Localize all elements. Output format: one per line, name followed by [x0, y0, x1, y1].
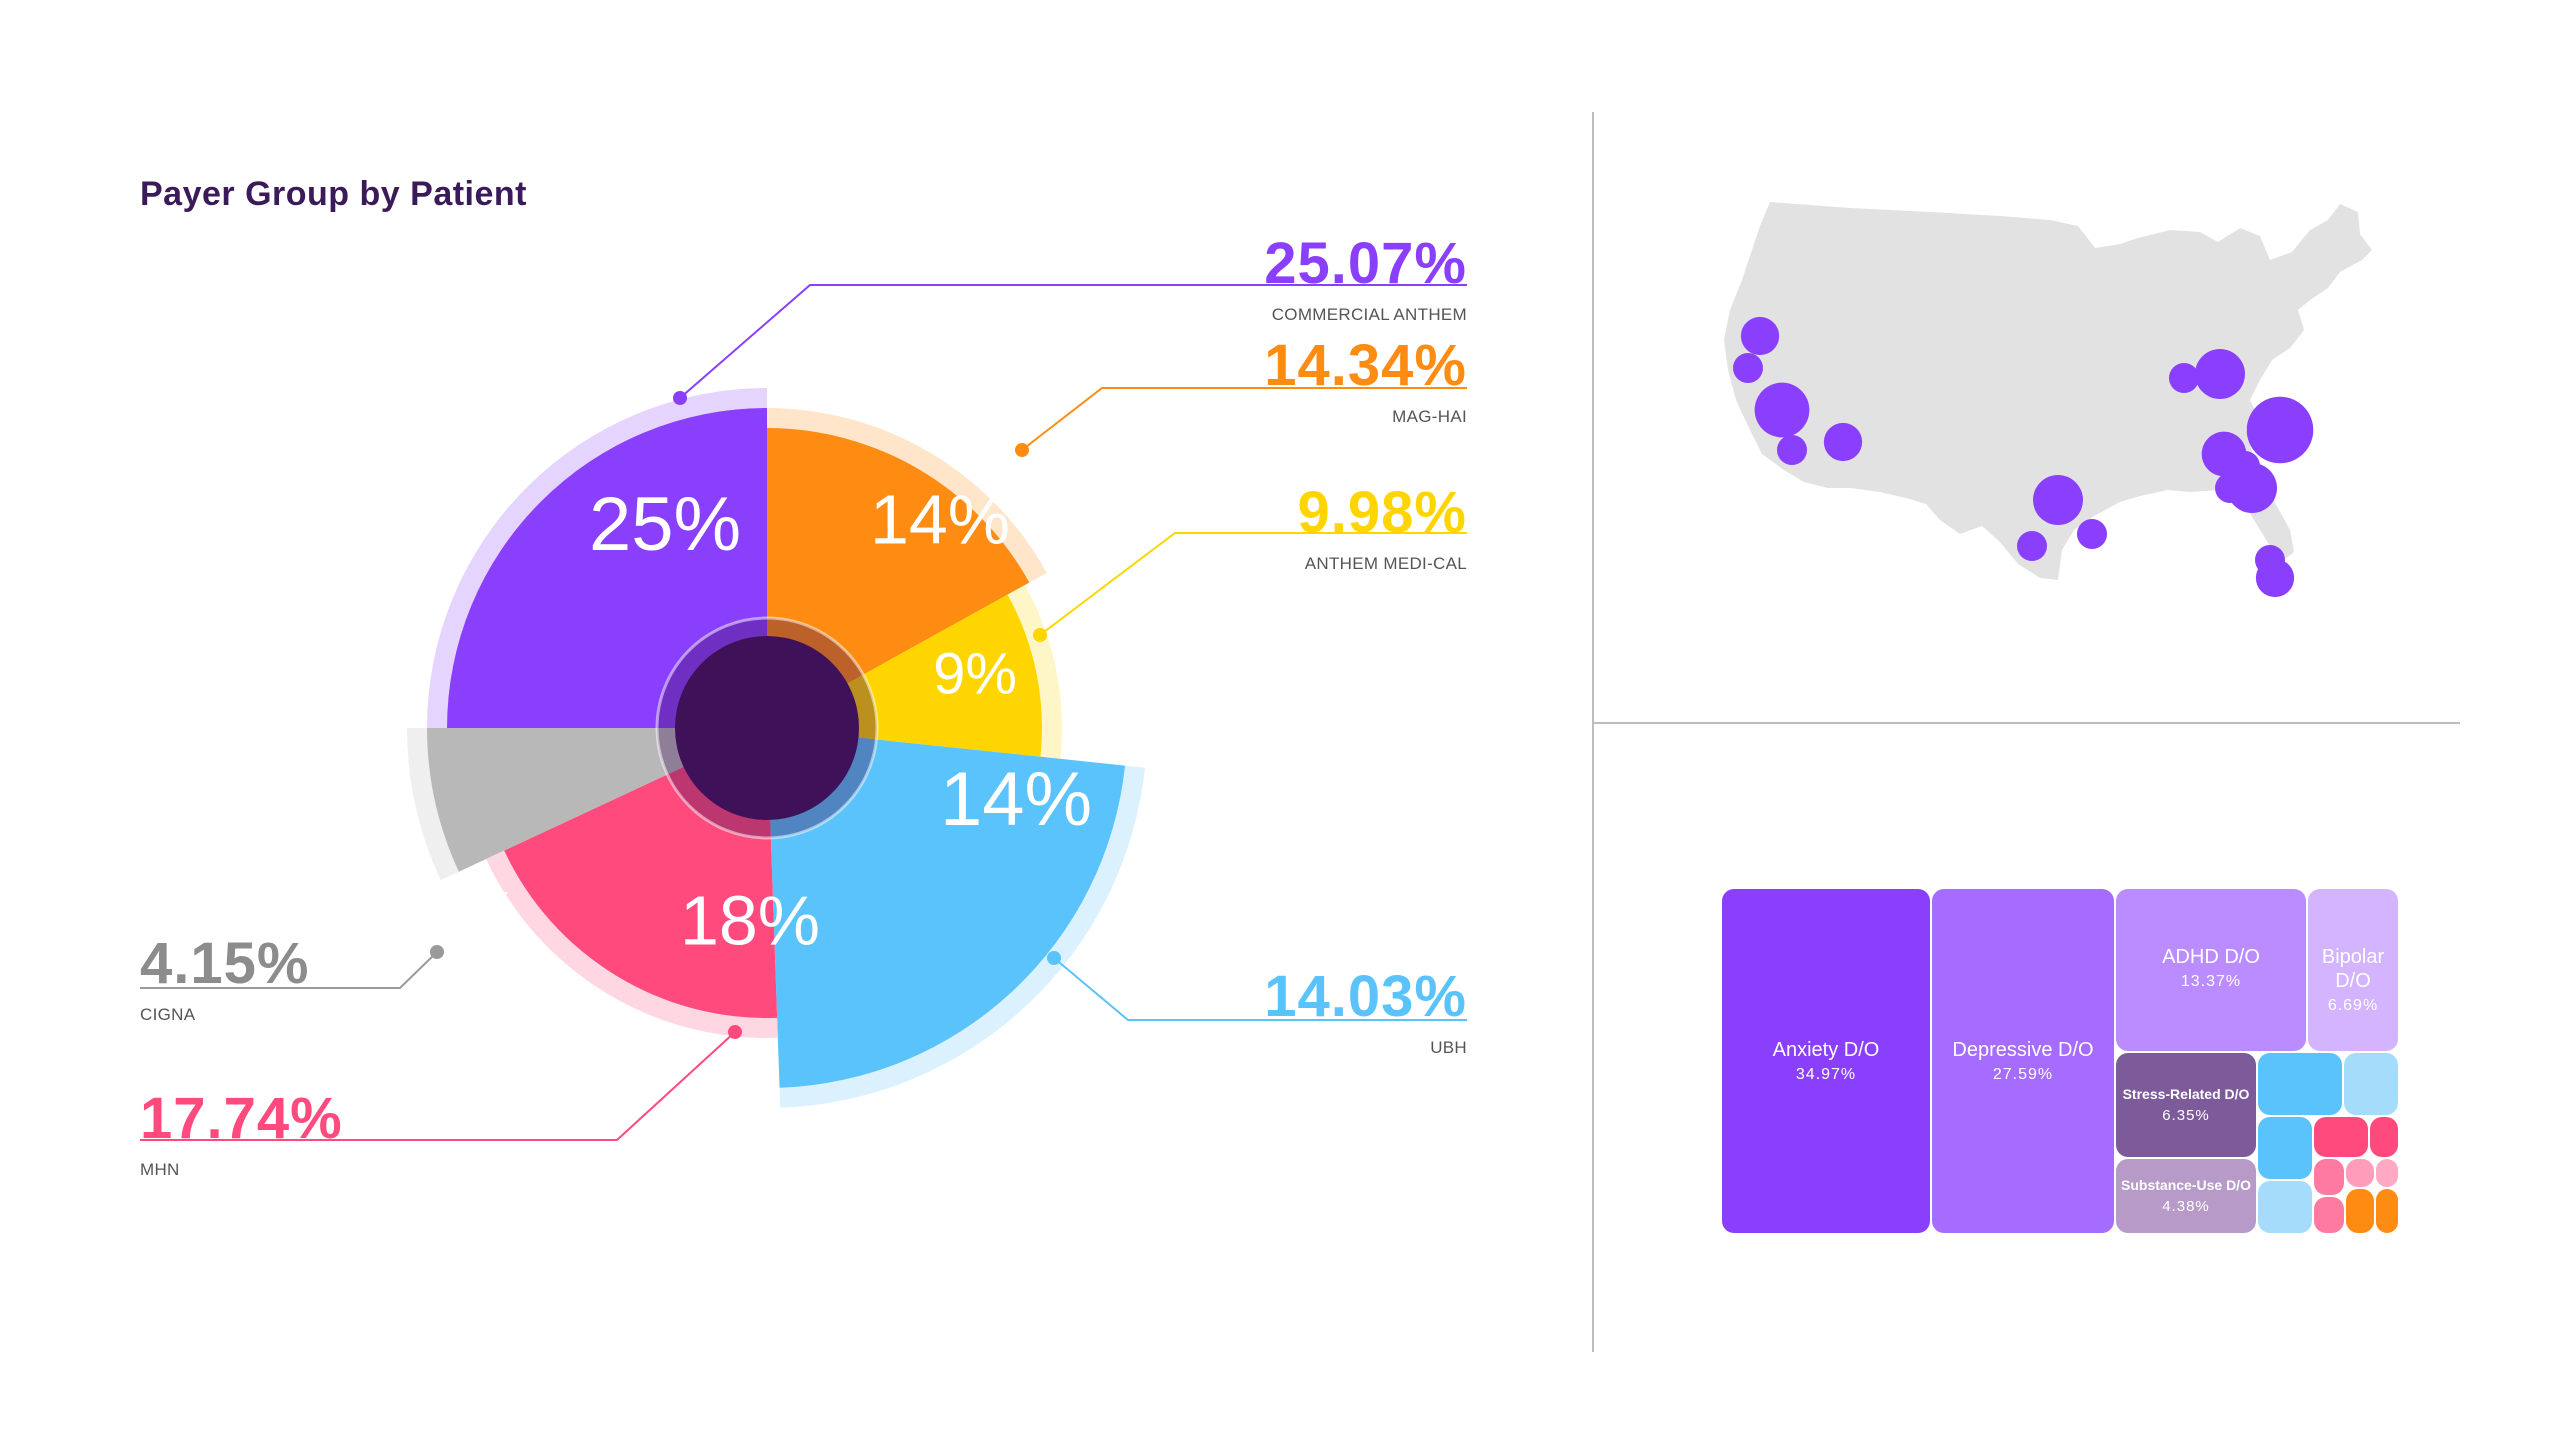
callout-cigna: 4.15% CIGNA: [140, 935, 309, 1025]
treemap-tile-other: [2314, 1197, 2344, 1233]
leader-line: [140, 951, 438, 989]
treemap-tile-other: [2314, 1117, 2368, 1157]
leader-dot: [430, 945, 444, 959]
treemap-tile-bipolar: Bipolar D/O 6.69%: [2308, 889, 2398, 1051]
callout-pct: 25.07%: [1264, 231, 1467, 296]
callout-name: UBH: [1430, 1038, 1467, 1057]
treemap-tile-other: [2314, 1159, 2344, 1195]
treemap-tile-other: [2258, 1117, 2312, 1179]
callout-name: MHN: [140, 1160, 180, 1179]
tile-value: 34.97%: [1795, 1066, 1857, 1083]
map-bubble: [2033, 475, 2083, 525]
map-bubble: [2246, 396, 2314, 464]
callout-name: COMMERCIAL ANTHEM: [1271, 305, 1467, 324]
leader-line: [140, 1031, 736, 1141]
leader-line: [1039, 532, 1467, 636]
pie-slice: [767, 728, 1126, 1088]
callout-mhn: 17.74% MHN: [140, 1090, 343, 1180]
callout-mag-hai: 14.34% MAG-HAI: [1264, 337, 1467, 427]
map-bubble: [2017, 531, 2047, 561]
map-bubble: [1754, 382, 1810, 438]
tile-label: Stress-Related D/O: [2122, 1086, 2250, 1103]
treemap-tile-stress: Stress-Related D/O 6.35%: [2116, 1053, 2256, 1157]
map-bubble: [1733, 353, 1763, 383]
pie-slice: [447, 408, 767, 728]
pie-slice-label: 9%: [933, 641, 1017, 706]
pie-slice-label: 18%: [680, 881, 820, 959]
chart-title: Payer Group by Patient: [140, 175, 527, 213]
leader-line: [1021, 387, 1467, 451]
callout-ubh: 14.03% UBH: [1264, 968, 1467, 1058]
callout-pct: 4.15%: [140, 931, 310, 996]
leader-dot: [1047, 951, 1061, 965]
pie-slice-label: 14%: [870, 480, 1010, 558]
pie-slice-halo: [427, 388, 767, 728]
treemap-tile-other: [2344, 1053, 2398, 1115]
leader-dot: [1033, 628, 1047, 642]
payer-pie-chart: 25% 14% 9% 14% 18% 4%: [140, 284, 1467, 1141]
leader-line: [1053, 957, 1467, 1021]
pie-slice-halo: [486, 850, 778, 1038]
treemap-tile-other: [2258, 1181, 2312, 1233]
tile-label: Substance-Use D/O: [2121, 1177, 2251, 1194]
tile-label: ADHD D/O: [2162, 946, 2260, 968]
pie-slice-label: 14%: [940, 757, 1092, 842]
map-bubble: [2255, 558, 2295, 598]
map-bubble: [1823, 422, 1863, 462]
callout-pct: 9.98%: [1297, 480, 1467, 545]
treemap-tile-substance: Substance-Use D/O 4.38%: [2116, 1159, 2256, 1233]
callout-name: MAG-HAI: [1392, 407, 1467, 426]
treemap-tile-other: [2346, 1189, 2374, 1233]
treemap-tile-other: [2370, 1117, 2398, 1157]
callout-pct: 17.74%: [140, 1086, 343, 1151]
pie-slice-halo: [767, 408, 1047, 583]
leader-dot: [673, 391, 687, 405]
treemap-tile-adhd: ADHD D/O 13.37%: [2116, 889, 2306, 1051]
map-bubble: [2077, 519, 2107, 549]
tile-value: 27.59%: [1992, 1066, 2054, 1083]
pie-slice: [504, 728, 778, 1018]
treemap-tile-other: [2376, 1189, 2398, 1233]
pie-slice: [427, 728, 767, 872]
tile-value: 6.69%: [2327, 997, 2379, 1014]
callout-commercial-anthem: 25.07% COMMERCIAL ANTHEM: [1264, 235, 1467, 325]
callout-name: CIGNA: [140, 1005, 196, 1024]
leader-dot: [728, 1025, 742, 1039]
pie-slice-label: 25%: [589, 482, 741, 567]
pie-slice-halo: [407, 728, 459, 881]
pie-slice-label: 4%: [450, 882, 516, 934]
callout-pct: 14.34%: [1264, 333, 1467, 398]
map-bubble: [2169, 363, 2199, 393]
pie-slice-halo: [779, 765, 1145, 1108]
map-bubble: [2227, 463, 2277, 513]
map-bubble: [1777, 435, 1807, 465]
pie-slice: [767, 428, 1030, 728]
tile-value: 13.37%: [2180, 973, 2242, 990]
tile-value: 4.38%: [2162, 1197, 2210, 1215]
treemap-tile-anxiety: Anxiety D/O 34.97%: [1722, 889, 1930, 1233]
callout-name: ANTHEM MEDI-CAL: [1304, 554, 1467, 573]
leader-dot: [1015, 443, 1029, 457]
map-bubble: [1740, 316, 1780, 356]
vertical-divider: [1592, 112, 1594, 1352]
pie-center: [675, 636, 859, 820]
horizontal-divider: [1594, 722, 2460, 724]
treemap-tile-other: [2346, 1159, 2374, 1187]
callout-anthem-medi-cal: 9.98% ANTHEM MEDI-CAL: [1298, 484, 1467, 574]
callout-pct: 14.03%: [1264, 964, 1467, 1029]
diagnosis-treemap: Anxiety D/O 34.97% Depressive D/O 27.59%…: [1722, 889, 2398, 1233]
leader-line: [679, 284, 1467, 399]
us-map: [1724, 202, 2372, 598]
tile-value: 6.35%: [2162, 1106, 2210, 1124]
map-bubble: [2195, 349, 2245, 399]
tile-label: Bipolar D/O: [2321, 946, 2385, 992]
treemap-tile-depressive: Depressive D/O 27.59%: [1932, 889, 2114, 1233]
pie-slice-halo: [1007, 584, 1062, 759]
treemap-tile-other: [2258, 1053, 2342, 1115]
tile-label: Depressive D/O: [1952, 1039, 2094, 1061]
us-map-shape: [1724, 202, 2372, 580]
treemap-tile-other: [2376, 1159, 2398, 1187]
tile-label: Anxiety D/O: [1772, 1039, 1880, 1061]
